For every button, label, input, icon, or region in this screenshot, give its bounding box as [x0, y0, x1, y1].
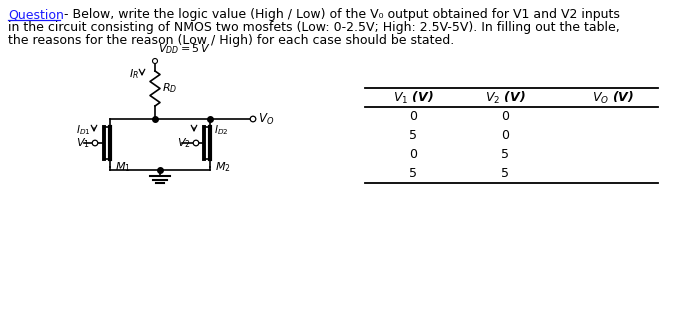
- Text: $M_2$: $M_2$: [215, 160, 231, 174]
- Text: $V_1$: $V_1$: [76, 136, 90, 150]
- Text: the reasons for the reason (Low / High) for each case should be stated.: the reasons for the reason (Low / High) …: [8, 34, 454, 47]
- Text: 0: 0: [501, 129, 509, 142]
- Text: 0: 0: [409, 148, 417, 161]
- Text: 5: 5: [501, 167, 509, 180]
- Text: 5: 5: [409, 167, 417, 180]
- Circle shape: [92, 140, 98, 146]
- Text: $I_{D1}$: $I_{D1}$: [76, 123, 91, 137]
- Text: 0: 0: [409, 110, 417, 123]
- Text: 0: 0: [501, 110, 509, 123]
- Text: Question: Question: [8, 8, 64, 21]
- Text: 5: 5: [501, 148, 509, 161]
- Text: in the circuit consisting of NMOS two mosfets (Low: 0-2.5V; High: 2.5V-5V). In f: in the circuit consisting of NMOS two mo…: [8, 21, 620, 34]
- Text: - Below, write the logic value (High / Low) of the V₀ output obtained for V1 and: - Below, write the logic value (High / L…: [60, 8, 620, 21]
- Circle shape: [250, 116, 256, 122]
- Text: $V_1$ (V): $V_1$ (V): [393, 89, 433, 106]
- Text: 5: 5: [409, 129, 417, 142]
- Text: $V_O$: $V_O$: [258, 112, 274, 126]
- Text: $M_1$: $M_1$: [115, 160, 131, 174]
- Text: $V_{DD}=5\,V$: $V_{DD}=5\,V$: [158, 42, 211, 56]
- Text: $R_D$: $R_D$: [162, 82, 177, 95]
- Text: $V_2$ (V): $V_2$ (V): [485, 89, 525, 106]
- Text: $I_{D2}$: $I_{D2}$: [214, 123, 228, 137]
- Circle shape: [193, 140, 199, 146]
- Text: $I_R$: $I_R$: [129, 67, 139, 81]
- Text: $V_O$ (V): $V_O$ (V): [592, 89, 634, 106]
- Text: $V_2$: $V_2$: [177, 136, 191, 150]
- Circle shape: [152, 58, 158, 64]
